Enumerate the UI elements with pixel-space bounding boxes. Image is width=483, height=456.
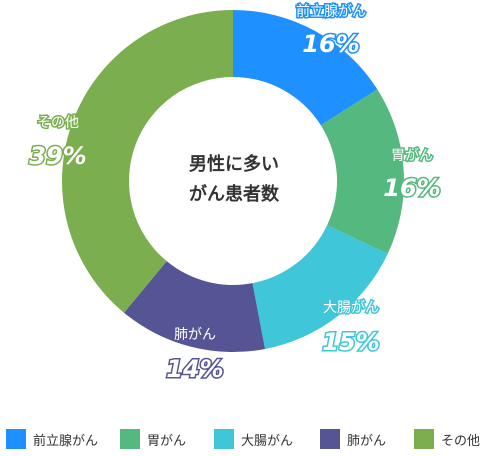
slice-name-label: 大腸がん [323, 300, 379, 316]
slice-percent-label: 39% [29, 142, 86, 170]
donut-slice-1 [233, 10, 378, 126]
legend-swatch [120, 429, 140, 449]
legend-label: 胃がん [147, 433, 187, 449]
donut-slice-4 [124, 261, 266, 352]
legend-item-lung: 肺がん [320, 428, 386, 450]
slice-name-label: 前立腺がん [296, 3, 366, 20]
legend-swatch [414, 429, 434, 449]
chart-title-line-2: がん患者数 [189, 184, 279, 205]
chart-legend: 前立腺がん 胃がん 大腸がん 肺がん その他 [0, 428, 483, 450]
chart-title-line-1: 男性に多い [189, 154, 279, 175]
legend-swatch [6, 429, 26, 449]
slice-percent-label: 16% [383, 174, 440, 202]
legend-label: その他 [441, 433, 481, 449]
legend-label: 前立腺がん [33, 433, 99, 449]
legend-swatch [320, 429, 340, 449]
legend-label: 大腸がん [241, 433, 294, 449]
legend-label: 肺がん [347, 433, 387, 449]
legend-item-other: その他 [414, 428, 480, 450]
slice-percent-label: 14% [166, 355, 223, 383]
donut-slice-5 [62, 10, 233, 313]
slice-name-label: 肺がん [174, 327, 216, 343]
slice-percent-label: 16% [302, 30, 359, 58]
legend-item-stomach: 胃がん [120, 428, 186, 450]
slice-percent-label: 15% [322, 328, 379, 356]
chart-title: 男性に多い がん患者数 [164, 150, 304, 210]
slice-name-label: その他 [37, 115, 79, 131]
legend-swatch [214, 429, 234, 449]
donut-chart: 前立腺がん 16% 胃がん 16% 大腸がん 15% 肺がん 14% その他 39% [28, 2, 442, 385]
donut-slices [62, 10, 404, 352]
donut-slice-2 [320, 89, 404, 254]
slice-labels: 前立腺がん 16% 胃がん 16% 大腸がん 15% 肺がん 14% その他 39% [28, 2, 442, 385]
slice-name-label: 胃がん [391, 148, 433, 164]
donut-slice-3 [252, 225, 388, 349]
legend-item-prostate: 前立腺がん [6, 428, 98, 450]
legend-item-colorectal: 大腸がん [214, 428, 293, 450]
